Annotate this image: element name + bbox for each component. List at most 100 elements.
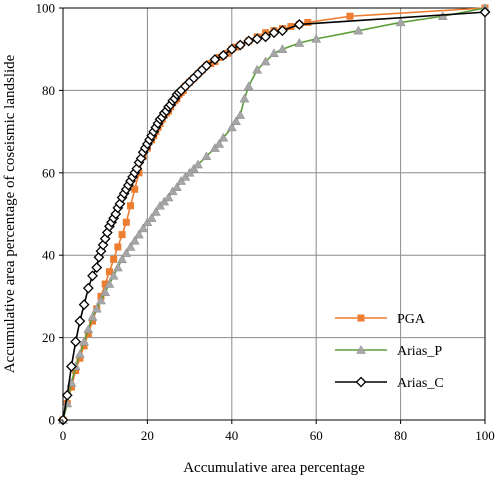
data-point-arias-p — [260, 56, 271, 66]
data-point-arias-p — [108, 270, 119, 280]
data-point-pga — [80, 342, 88, 350]
data-point-arias-p — [235, 110, 246, 119]
data-point-pga — [207, 60, 215, 68]
y-axis-title: Accumulative area percentage of coseismi… — [2, 54, 18, 373]
x-tick-label: 0 — [60, 428, 67, 443]
data-point-pga — [224, 49, 232, 57]
plot-frame — [62, 7, 486, 421]
x-tick-label: 40 — [225, 428, 238, 443]
x-axis-title: Accumulative area percentage — [183, 460, 365, 476]
data-point-arias-c — [234, 39, 246, 51]
y-tick-label: 40 — [42, 248, 55, 263]
legend-swatch-marker — [356, 344, 366, 354]
series-layer — [57, 2, 491, 426]
data-point-pga — [346, 12, 354, 20]
series-pga — [59, 4, 489, 424]
data-point-arias-p — [79, 336, 90, 346]
data-point-pga — [67, 383, 75, 391]
data-point-pga — [131, 185, 139, 193]
data-point-arias-c — [277, 25, 288, 37]
data-point-arias-c — [91, 262, 103, 273]
legend-label: PGA — [397, 312, 426, 327]
data-point-arias-p — [201, 151, 212, 161]
data-point-arias-c — [70, 336, 82, 348]
data-point-arias-p — [214, 138, 225, 148]
data-point-arias-p — [353, 25, 364, 35]
data-point-arias-c — [479, 6, 491, 18]
y-tick-label: 100 — [36, 1, 56, 16]
data-point-arias-c — [66, 361, 77, 372]
data-point-arias-c — [260, 31, 271, 43]
x-tick-label: 80 — [394, 428, 407, 443]
legend-item-arias-c: Arias_C — [335, 376, 444, 391]
data-point-arias-c — [251, 33, 263, 45]
data-point-arias-p — [138, 223, 149, 233]
data-point-arias-p — [100, 287, 111, 297]
data-point-arias-p — [129, 235, 140, 245]
y-tick-label: 60 — [42, 165, 55, 180]
data-point-arias-c — [217, 49, 229, 61]
y-tick-label: 0 — [49, 413, 56, 428]
data-point-arias-c — [226, 43, 238, 55]
data-point-arias-c — [201, 60, 212, 72]
data-point-arias-p — [104, 279, 115, 288]
data-point-arias-c — [87, 270, 98, 282]
x-tick-label: 20 — [141, 428, 154, 443]
data-point-pga — [89, 317, 97, 325]
data-point-arias-p — [121, 248, 132, 257]
data-point-pga — [101, 280, 109, 288]
data-point-arias-c — [61, 389, 73, 401]
data-point-arias-p — [172, 182, 182, 191]
y-tick-label: 80 — [42, 83, 55, 98]
y-tick-label: 20 — [42, 330, 55, 345]
data-point-arias-p — [252, 64, 263, 74]
data-point-pga — [72, 367, 80, 375]
data-point-arias-p — [226, 122, 237, 132]
data-point-pga — [114, 243, 122, 251]
legend-label: Arias_P — [397, 344, 442, 359]
series-arias-p — [58, 2, 490, 424]
data-point-pga — [105, 268, 113, 276]
data-point-arias-p — [125, 241, 136, 251]
data-point-arias-p — [112, 262, 123, 272]
data-point-arias-p — [231, 116, 241, 126]
legend-swatch-marker — [355, 376, 367, 388]
data-point-arias-p — [294, 38, 305, 47]
data-point-arias-p — [117, 254, 128, 264]
data-point-pga — [118, 231, 126, 239]
data-point-pga — [84, 329, 92, 337]
data-point-arias-p — [269, 48, 279, 58]
data-point-arias-p — [163, 192, 174, 202]
data-point-arias-p — [218, 132, 229, 142]
x-tick-label: 60 — [310, 428, 323, 443]
data-point-pga — [127, 202, 135, 210]
data-point-arias-c — [78, 299, 90, 311]
legend-item-arias-p: Arias_P — [335, 344, 442, 359]
data-point-arias-p — [193, 159, 203, 169]
data-point-arias-p — [87, 311, 98, 321]
data-point-arias-p — [311, 33, 322, 43]
data-point-arias-p — [134, 229, 144, 239]
data-point-arias-c — [268, 27, 280, 39]
data-point-arias-p — [395, 17, 406, 27]
data-point-arias-c — [93, 251, 105, 263]
legend: PGA Arias_P Arias_C — [335, 312, 444, 391]
data-point-arias-p — [83, 324, 94, 334]
legend-label: Arias_C — [397, 376, 444, 391]
legend-item-pga: PGA — [335, 312, 426, 327]
tick-layer: 0 20 40 60 80 100 0 20 40 60 80 100 — [36, 1, 495, 444]
data-point-pga — [304, 18, 312, 26]
data-point-pga — [122, 218, 130, 226]
data-point-arias-p — [146, 213, 157, 222]
data-point-pga — [76, 354, 84, 362]
data-point-arias-p — [91, 303, 102, 313]
data-point-arias-c — [209, 54, 221, 65]
legend-swatch-marker — [357, 314, 365, 322]
data-point-arias-p — [243, 81, 254, 91]
data-point-arias-p — [96, 295, 106, 305]
data-point-arias-c — [82, 282, 94, 294]
data-point-arias-p — [277, 44, 288, 53]
data-point-arias-p — [74, 349, 85, 358]
